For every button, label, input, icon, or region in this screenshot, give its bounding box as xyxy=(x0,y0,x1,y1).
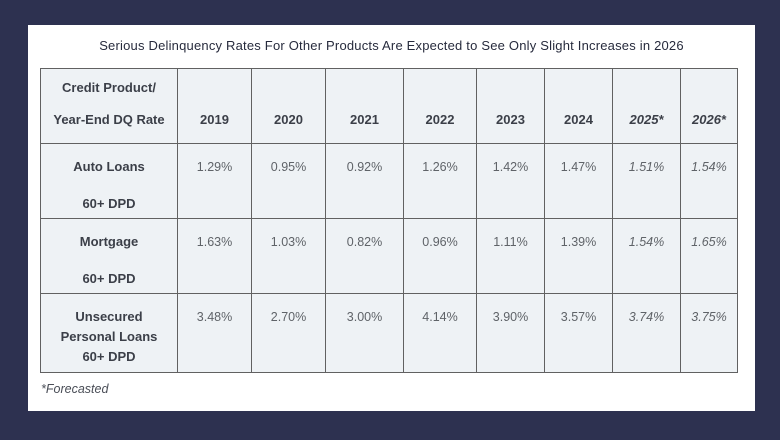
year-column-header-2023: 2023 xyxy=(476,68,545,144)
value-cell: 3.75% xyxy=(680,293,738,373)
value-cell: 3.74% xyxy=(612,293,681,373)
figure-card: Serious Delinquency Rates For Other Prod… xyxy=(28,25,755,411)
value-cell: 0.82% xyxy=(325,218,404,294)
value-cell: 1.51% xyxy=(612,143,681,219)
value-cell: 0.95% xyxy=(251,143,326,219)
product-label-line: Mortgage xyxy=(79,234,139,249)
value-cell: 0.92% xyxy=(325,143,404,219)
product-label-line: Auto Loans xyxy=(73,159,145,174)
year-column-header-2025: 2025* xyxy=(612,68,681,144)
product-label-cell: Auto Loans 60+ DPD xyxy=(40,143,178,219)
value-cell: 1.29% xyxy=(177,143,252,219)
table-row: Mortgage 60+ DPD 1.63% 1.03% 0.82% 0.96% 1.11%… xyxy=(40,218,738,294)
credit-product-column-header: Credit Product/Year-End DQ Rate xyxy=(40,68,178,144)
delinquency-rates-table: Credit Product/Year-End DQ Rate 2019 2020 2… xyxy=(40,68,738,373)
product-label-line: 60+ DPD xyxy=(82,271,136,286)
value-cell: 4.14% xyxy=(403,293,477,373)
product-label-line: Personal Loans xyxy=(60,329,158,344)
product-label-line: 60+ DPD xyxy=(82,349,136,364)
value-cell: 1.47% xyxy=(544,143,613,219)
table-header-row: Credit Product/Year-End DQ Rate 2019 2020 2… xyxy=(40,68,738,144)
year-column-header-2026: 2026* xyxy=(680,68,738,144)
value-cell: 1.63% xyxy=(177,218,252,294)
figure-title: Serious Delinquency Rates For Other Prod… xyxy=(99,38,684,53)
table-row: Unsecured Personal Loans 60+ DPD 3.48% 2.70%… xyxy=(40,293,738,373)
value-cell: 3.90% xyxy=(476,293,545,373)
product-label-line: 60+ DPD xyxy=(82,196,136,211)
value-cell: 3.48% xyxy=(177,293,252,373)
value-cell: 1.54% xyxy=(612,218,681,294)
value-cell: 3.57% xyxy=(544,293,613,373)
value-cell: 1.42% xyxy=(476,143,545,219)
value-cell: 1.39% xyxy=(544,218,613,294)
year-column-header-2024: 2024 xyxy=(544,68,613,144)
year-column-header-2021: 2021 xyxy=(325,68,404,144)
product-label-cell: Mortgage 60+ DPD xyxy=(40,218,178,294)
product-label-cell: Unsecured Personal Loans 60+ DPD xyxy=(40,293,178,373)
value-cell: 1.65% xyxy=(680,218,738,294)
table-row: Auto Loans 60+ DPD 1.29% 0.95% 0.92% 1.26% 1.4… xyxy=(40,143,738,219)
value-cell: 2.70% xyxy=(251,293,326,373)
year-column-header-2022: 2022 xyxy=(403,68,477,144)
header-label-line: Credit Product/ xyxy=(62,80,156,95)
value-cell: 1.26% xyxy=(403,143,477,219)
forecast-footnote: *Forecasted xyxy=(41,382,109,396)
value-cell: 0.96% xyxy=(403,218,477,294)
header-label-line: Year-End DQ Rate xyxy=(53,112,165,127)
value-cell: 1.54% xyxy=(680,143,738,219)
product-label-line: Unsecured xyxy=(75,309,143,324)
year-column-header-2019: 2019 xyxy=(177,68,252,144)
value-cell: 1.03% xyxy=(251,218,326,294)
year-column-header-2020: 2020 xyxy=(251,68,326,144)
value-cell: 1.11% xyxy=(476,218,545,294)
value-cell: 3.00% xyxy=(325,293,404,373)
